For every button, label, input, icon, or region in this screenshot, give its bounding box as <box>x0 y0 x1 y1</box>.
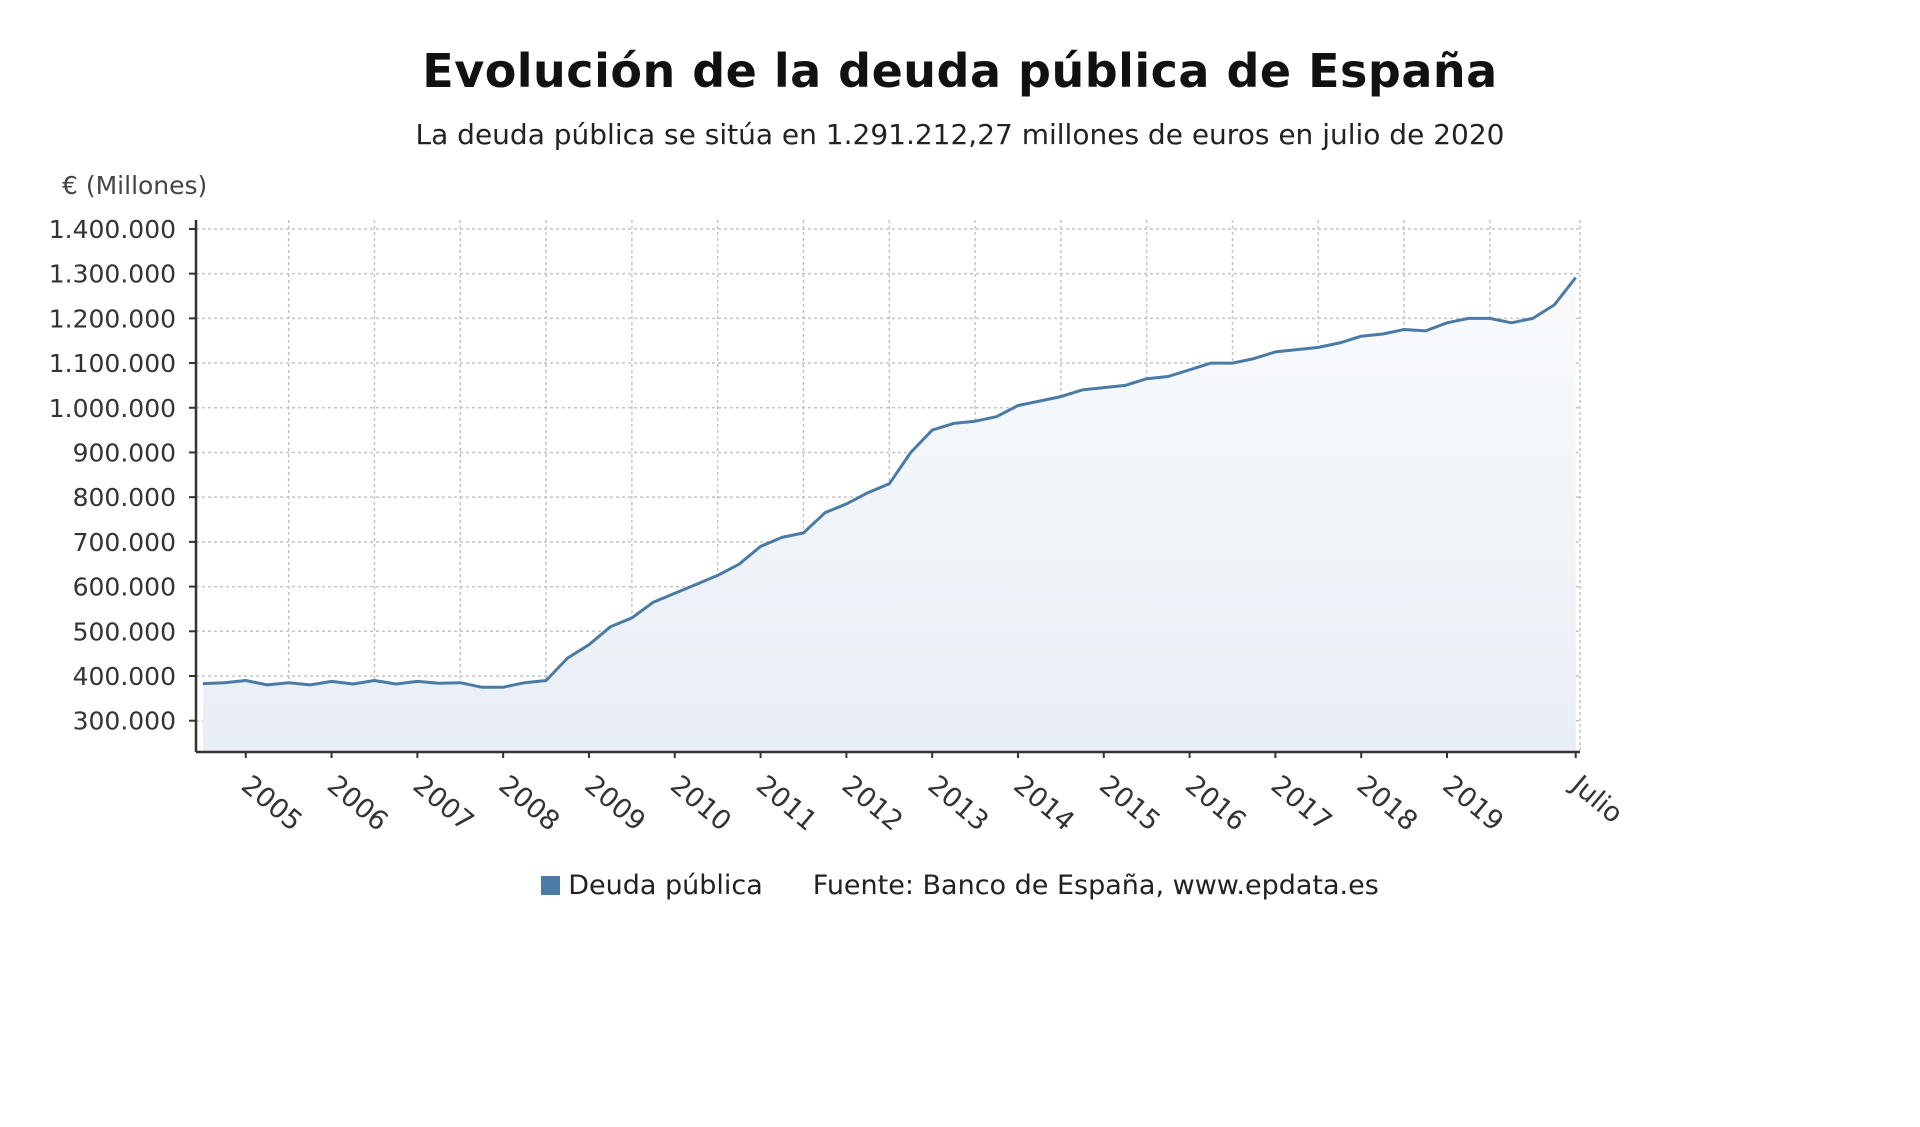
x-tick-label: 2005 <box>235 770 308 838</box>
x-axis-ticks: 2005 2006 2007 2008 2009 2010 2011 2012 2013 2014… <box>235 768 1628 837</box>
x-tick-label: 2006 <box>321 770 394 838</box>
series-line <box>202 276 1577 689</box>
x-tick-label: 2011 <box>750 770 823 838</box>
x-tick-label: 2014 <box>1007 770 1080 838</box>
y-axis-label: € (Millones) <box>62 171 207 200</box>
y-tick-label: 400.000 <box>73 662 176 691</box>
x-tick-label: 2010 <box>664 770 737 838</box>
y-tick-label: 800.000 <box>73 483 176 512</box>
x-tick-label: 2012 <box>836 770 909 838</box>
y-tick-label: 500.000 <box>73 617 176 646</box>
y-tick-label: 1.100.000 <box>49 349 176 378</box>
y-tick-label: 600.000 <box>73 573 176 602</box>
x-tick-label: 2009 <box>578 770 651 838</box>
x-tick-label: 2016 <box>1179 770 1252 838</box>
x-tick-label: 2019 <box>1437 770 1510 838</box>
legend: Deuda pública Fuente: Banco de España, ww… <box>0 870 1920 901</box>
y-tick-label: 700.000 <box>73 528 176 557</box>
y-tick-label: 900.000 <box>73 438 176 467</box>
y-tick-label: 1.200.000 <box>49 304 176 333</box>
x-tick-label: 2007 <box>407 770 480 838</box>
y-tick-label: 1.400.000 <box>49 215 176 244</box>
x-tick-label: 2017 <box>1265 770 1338 838</box>
legend-swatch <box>541 876 561 895</box>
y-tick-label: 300.000 <box>73 707 176 736</box>
x-tick-label: Julio <box>1564 768 1629 829</box>
y-axis-ticks: 1.400.000 1.300.000 1.200.000 1.100.000 1.00… <box>49 215 176 736</box>
chart-title: Evolución de la deuda pública de España <box>422 44 1498 98</box>
y-tick-label: 1.000.000 <box>49 394 176 423</box>
x-tick-label: 2015 <box>1093 770 1166 838</box>
source-note: Fuente: Banco de España, www.epdata.es <box>812 870 1379 901</box>
axes <box>189 220 1580 758</box>
series-area <box>202 277 1576 752</box>
series-layer <box>202 276 1577 752</box>
x-tick-label: 2008 <box>493 770 566 838</box>
x-tick-label: 2018 <box>1351 770 1424 838</box>
x-tick-label: 2013 <box>922 770 995 838</box>
chart-subtitle: La deuda pública se sitúa en 1.291.212,2… <box>415 118 1505 151</box>
legend-label: Deuda pública <box>568 870 763 901</box>
y-tick-label: 1.300.000 <box>49 260 176 289</box>
